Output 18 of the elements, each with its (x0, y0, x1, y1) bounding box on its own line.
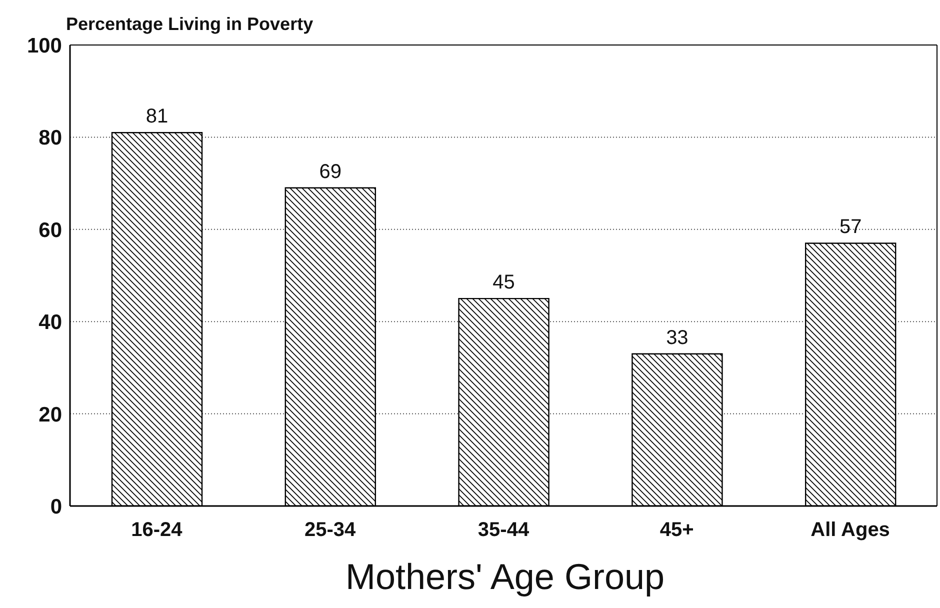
y-tick-label: 20 (38, 403, 62, 426)
x-tick-label: All Ages (810, 519, 890, 542)
data-label: 81 (146, 106, 168, 128)
data-label: 45 (492, 272, 515, 294)
y-tick-label: 80 (38, 126, 62, 150)
x-tick-label: 35-44 (478, 519, 530, 542)
x-tick-label: 16-24 (131, 519, 184, 542)
data-label: 57 (839, 216, 862, 238)
y-tick-label: 60 (38, 218, 62, 242)
chart-title: Percentage Living in Poverty (66, 14, 314, 35)
x-tick-label: 25-34 (304, 519, 357, 542)
y-tick-label: 0 (50, 495, 62, 518)
x-tick-label: 45+ (660, 519, 694, 542)
data-label: 69 (319, 160, 342, 183)
y-tick-label: 100 (26, 34, 62, 58)
data-label: 33 (666, 326, 688, 349)
x-axis-title: Mothers' Age Group (344, 556, 666, 598)
y-tick-label: 40 (38, 311, 62, 334)
